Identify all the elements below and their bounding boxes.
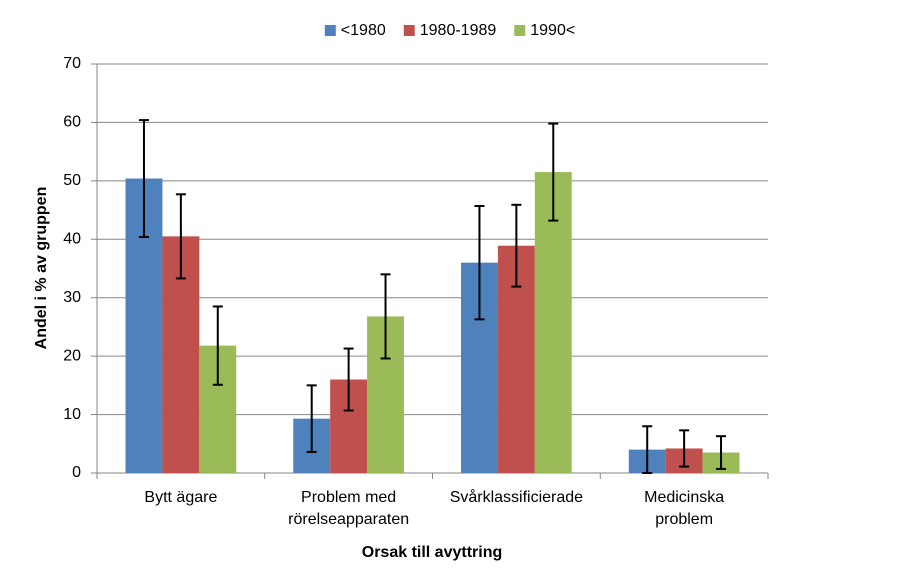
error-bar	[548, 122, 559, 222]
error-bar	[474, 204, 485, 321]
error-bar	[306, 384, 317, 453]
y-tick-label: 60	[63, 114, 81, 131]
legend-swatch	[324, 25, 336, 36]
y-tick-label: 30	[63, 289, 81, 306]
y-tick-label: 20	[63, 347, 81, 364]
error-bar	[175, 193, 186, 280]
x-tick-label: Svårklassificierade	[449, 489, 584, 506]
x-tick-label: Medicinska problem	[644, 489, 725, 528]
error-bar	[679, 429, 690, 468]
legend-swatch	[403, 25, 415, 36]
error-bar	[642, 425, 653, 474]
error-bar	[511, 203, 522, 288]
y-tick-label: 0	[72, 464, 81, 481]
legend-swatch	[514, 25, 526, 36]
y-tick-label: 70	[63, 55, 81, 72]
error-bar	[716, 435, 727, 470]
x-tick-label-wrap: Problem med rörelseapparaten	[255, 487, 443, 531]
legend-label: <1980	[341, 22, 386, 39]
x-tick-label-wrap: Svårklassificierade	[423, 487, 611, 509]
x-tick-label: Problem med rörelseapparaten	[288, 489, 410, 528]
x-tick-label-box: Bytt ägare	[87, 487, 275, 509]
x-tick-label-wrap: Medicinska problem	[590, 487, 778, 531]
x-tick-label-box: Medicinska problem	[590, 487, 778, 531]
y-tick-label: 50	[63, 172, 81, 189]
x-tick-label: Bytt ägare	[144, 489, 218, 506]
bar	[534, 172, 572, 474]
error-bar	[343, 347, 354, 412]
legend-label: 1990<	[530, 22, 575, 39]
legend-label: 1980-1989	[420, 22, 497, 39]
y-tick-label: 10	[63, 406, 81, 423]
x-tick-label-box: Svårklassificierade	[423, 487, 611, 509]
x-axis-title: Orsak till avyttring	[362, 544, 503, 561]
error-bar	[380, 273, 391, 360]
y-axis-title: Andel i % av gruppen	[33, 187, 50, 350]
error-bar	[212, 305, 223, 386]
x-tick-label-wrap: Bytt ägare	[87, 487, 275, 509]
x-tick-label-box: Problem med rörelseapparaten	[255, 487, 443, 531]
y-tick-label: 40	[63, 231, 81, 248]
legend: <1980 1980-1989 1990<	[324, 22, 575, 39]
error-bar	[138, 119, 149, 238]
